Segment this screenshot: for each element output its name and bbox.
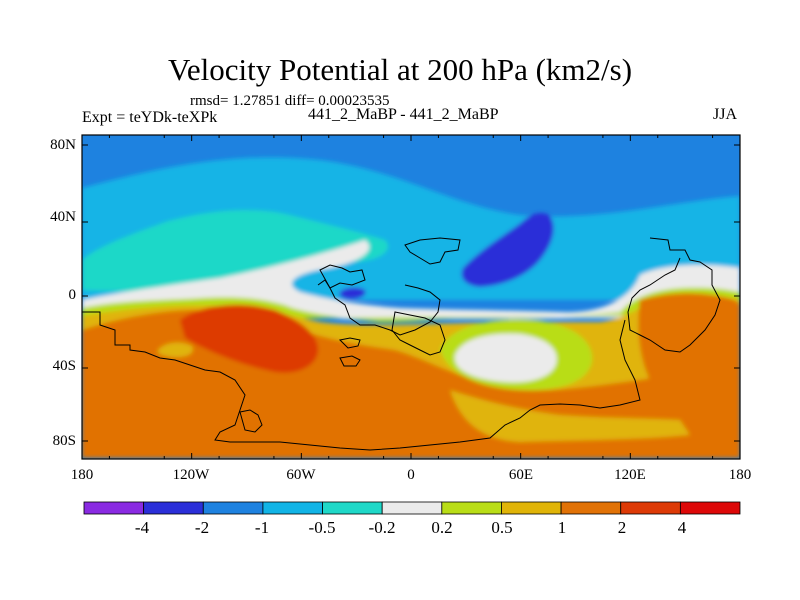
colorbar-label: 0.5	[491, 518, 513, 537]
coast-west-south-edge	[239, 409, 263, 433]
colorbar-swatch	[262, 501, 323, 515]
field-gold-west	[157, 342, 193, 358]
axis-tick-marks	[81, 135, 741, 459]
coast-east-block	[627, 237, 721, 353]
colorbar	[83, 501, 741, 515]
colorbar-label: 2	[617, 518, 627, 537]
colorbar-swatch	[381, 501, 443, 515]
season-label: JJA	[713, 106, 738, 123]
x-tick-label: 180	[728, 467, 752, 483]
colorbar-label: -0.2	[368, 518, 396, 537]
colorbar-swatch	[620, 501, 681, 515]
field-gold-south	[450, 390, 690, 442]
coast-south-america	[82, 311, 641, 451]
colorbar-swatch	[441, 501, 502, 515]
colorbar-swatch	[679, 501, 741, 515]
coast-north-small	[319, 264, 366, 289]
field-blue-dark-small	[339, 287, 366, 300]
coastlines	[82, 237, 721, 451]
colorbar-label: -2	[194, 518, 210, 537]
colorbar-swatch	[560, 501, 622, 515]
field-white-blob	[454, 333, 557, 383]
colorbar-swatch	[202, 501, 264, 515]
y-tick-label: 0	[68, 287, 77, 303]
field-blue-dark	[461, 213, 554, 287]
y-tick-label: 40N	[50, 209, 76, 225]
coast-islands-mid	[338, 337, 361, 367]
colorbar-label: 1	[557, 518, 567, 537]
rmsd-diff-stats: rmsd= 1.27851 diff= 0.00023535	[190, 93, 390, 109]
field-red-orange	[180, 304, 319, 373]
coast-africa	[317, 279, 441, 336]
colorbar-swatch	[501, 501, 562, 515]
x-tick-label: 60E	[508, 467, 534, 483]
x-tick-label: 120W	[172, 467, 210, 483]
y-tick-label: 80N	[50, 137, 76, 153]
case-label: 441_2_MaBP - 441_2_MaBP	[308, 106, 499, 123]
colorbar-swatch	[322, 501, 383, 515]
coast-north-africa	[404, 237, 461, 265]
colorbar-label: -4	[134, 518, 150, 537]
y-tick-label: 40S	[52, 358, 76, 374]
experiment-label: Expt = teYDk-teXPk	[82, 109, 218, 126]
y-tick-label: 80S	[52, 433, 76, 449]
x-tick-label: 60W	[286, 467, 316, 483]
colorbar-label: 4	[677, 518, 687, 537]
colorbar-label: 0.2	[431, 518, 453, 537]
colorbar-swatch	[83, 501, 145, 515]
x-tick-label: 0	[407, 467, 415, 483]
x-tick-label: 180	[70, 467, 94, 483]
coast-bay	[391, 311, 446, 356]
colorbar-label: -1	[254, 518, 270, 537]
contour-field	[82, 135, 740, 459]
colorbar-swatch	[143, 501, 204, 515]
field-cyan	[82, 210, 389, 292]
map-title: Velocity Potential at 200 hPa (km2/s)	[167, 52, 633, 87]
colorbar-label: -0.5	[308, 518, 336, 537]
x-tick-label: 120E	[614, 467, 646, 483]
